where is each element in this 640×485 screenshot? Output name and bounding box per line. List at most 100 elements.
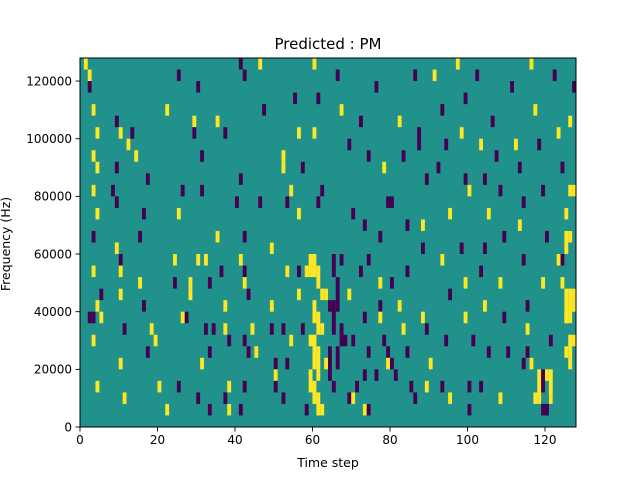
- heatmap-band: [393, 369, 398, 381]
- heatmap-cell: [269, 300, 274, 312]
- heatmap-cell: [238, 58, 243, 70]
- heatmap-cell: [378, 300, 383, 312]
- heatmap-cell: [467, 380, 472, 393]
- heatmap-band: [308, 369, 313, 393]
- heatmap-cell: [463, 92, 468, 105]
- heatmap-cell: [316, 196, 321, 208]
- x-tick-label: 60: [305, 433, 320, 447]
- heatmap-cell: [192, 115, 197, 128]
- heatmap-cell: [200, 150, 205, 162]
- heatmap-cell: [397, 300, 402, 312]
- heatmap-band: [541, 369, 546, 393]
- heatmap-cell: [556, 127, 561, 139]
- heatmap-cell: [145, 173, 150, 185]
- heatmap-cell: [95, 380, 100, 393]
- heatmap-cell: [188, 288, 193, 301]
- heatmap-cell: [91, 230, 96, 243]
- heatmap-cell: [242, 277, 247, 289]
- heatmap-cell: [242, 230, 247, 243]
- heatmap-cell: [122, 323, 127, 335]
- chart-title: Predicted : PM: [275, 35, 382, 53]
- heatmap-band: [548, 369, 553, 404]
- heatmap-cell: [386, 346, 391, 358]
- plot-frame: [79, 57, 577, 428]
- heatmap-cell: [440, 254, 445, 266]
- x-tick-label: 40: [227, 433, 242, 447]
- heatmap-band: [362, 403, 367, 416]
- heatmap-band: [316, 392, 321, 416]
- heatmap-cell: [138, 230, 143, 243]
- x-tick-label: 120: [534, 433, 557, 447]
- heatmap-cell: [521, 357, 526, 370]
- heatmap-cell: [200, 357, 205, 370]
- heatmap-cell: [362, 219, 367, 231]
- heatmap-cell: [281, 161, 286, 174]
- heatmap-cell: [355, 380, 360, 393]
- heatmap-cell: [417, 127, 422, 139]
- heatmap-cell: [463, 173, 468, 185]
- heatmap-cell: [157, 380, 162, 393]
- heatmap-cell: [285, 265, 290, 278]
- heatmap-band: [529, 357, 534, 370]
- heatmap-band: [316, 346, 321, 381]
- heatmap-cell: [165, 104, 170, 116]
- heatmap-cell: [99, 311, 104, 324]
- heatmap-cell: [444, 138, 449, 151]
- y-axis: 0 20000 40000 60000 80000 100000 120000: [26, 74, 80, 434]
- heatmap-band: [421, 311, 425, 324]
- heatmap-cell: [378, 311, 383, 324]
- heatmap-band: [366, 403, 371, 416]
- heatmap-cell: [405, 346, 410, 358]
- heatmap-cell: [91, 150, 96, 162]
- heatmap-cell: [114, 161, 119, 174]
- heatmap-cell: [300, 161, 305, 174]
- x-tick-label: 100: [456, 433, 479, 447]
- heatmap-cell: [502, 230, 507, 243]
- heatmap-band: [312, 254, 317, 278]
- heatmap-cell: [145, 346, 150, 358]
- heatmap-cell: [324, 357, 329, 370]
- heatmap-cell: [545, 230, 549, 243]
- heatmap-cell: [324, 288, 329, 301]
- heatmap-cell: [421, 242, 425, 255]
- x-tick-label: 80: [382, 433, 397, 447]
- heatmap-cell: [134, 150, 139, 162]
- heatmap-band: [572, 184, 577, 197]
- heatmap-cell: [273, 369, 278, 381]
- heatmap-cell: [335, 69, 340, 82]
- heatmap-cell: [122, 392, 127, 404]
- heatmap-cell: [552, 69, 557, 82]
- heatmap-cell: [297, 288, 301, 301]
- heatmap-cell: [331, 380, 336, 393]
- heatmap-cell: [304, 403, 309, 416]
- heatmap-cell: [483, 300, 487, 312]
- heatmap-band: [537, 369, 542, 404]
- heatmap-cell: [180, 311, 185, 324]
- heatmap-cell: [517, 161, 522, 174]
- heatmap-cell: [258, 58, 263, 70]
- y-tick-label: 100000: [26, 132, 72, 146]
- heatmap-cell: [436, 161, 441, 174]
- heatmap-cell: [510, 81, 515, 93]
- heatmap-band: [413, 392, 418, 404]
- heatmap-cell: [568, 357, 573, 370]
- heatmap-band: [382, 334, 387, 347]
- heatmap-cell: [525, 300, 530, 312]
- heatmap-band: [568, 184, 573, 197]
- heatmap-cell: [463, 311, 468, 324]
- plot-area: [79, 57, 577, 428]
- heatmap-cell: [568, 115, 573, 128]
- heatmap-band: [316, 265, 321, 289]
- heatmap-band: [386, 196, 391, 208]
- heatmap-cell: [424, 323, 429, 335]
- heatmap-band: [545, 403, 549, 416]
- heatmap-cell: [126, 138, 131, 151]
- heatmap-cell: [448, 392, 453, 404]
- heatmap-cell: [359, 265, 363, 278]
- heatmap-cell: [486, 207, 491, 220]
- heatmap-cell: [250, 323, 255, 335]
- heatmap-cell: [421, 219, 425, 231]
- heatmap-cell: [560, 254, 565, 266]
- heatmap-cell: [173, 277, 177, 289]
- heatmap-cell: [471, 334, 476, 347]
